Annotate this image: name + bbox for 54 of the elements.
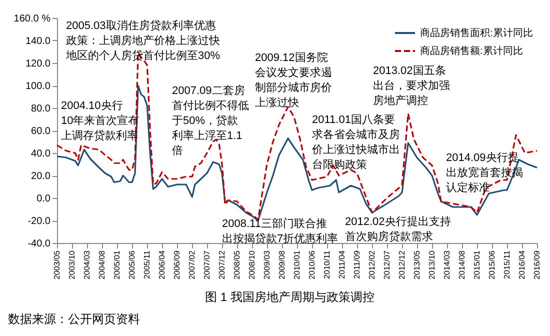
- x-tick-label: 2003/10: [68, 250, 77, 280]
- annotation: 2011.01国八条要求各省会城市及房价上涨过快城市出台限购政策: [311, 114, 400, 171]
- x-tick-label: 2015/01: [472, 250, 482, 280]
- x-tick-label: 2012/12: [398, 250, 407, 280]
- x-tick-label: 2008/10: [248, 250, 257, 280]
- x-tick-label: 2016/09: [532, 250, 542, 280]
- x-tick-label: 2007/12: [218, 250, 227, 280]
- x-tick-label: 2015/11: [502, 250, 512, 279]
- y-tick-label: 160.0 %: [14, 14, 51, 24]
- x-tick-label: 2016/04: [517, 250, 526, 280]
- x-tick-label: 2006/04: [158, 250, 167, 280]
- y-tick-label: 0.0: [36, 194, 51, 204]
- y-tick-label: 40.0: [31, 148, 51, 160]
- y-tick-label: 60.0: [31, 126, 51, 137]
- x-tick-label: 2014/03: [442, 250, 452, 280]
- x-tick-label: 2010/11: [322, 250, 332, 279]
- annotation: 2012.02央行提出支持首次购房贷款需求: [345, 215, 451, 243]
- x-tick-label: 2004/08: [98, 250, 107, 280]
- x-tick-label: 2009/08: [278, 250, 287, 280]
- x-tick-label: 2010/01: [292, 250, 302, 280]
- x-tick-label: 2014/08: [457, 250, 466, 280]
- source-note: 数据来源：公开网页资料: [8, 312, 140, 326]
- x-tick-label: 2007/02: [188, 250, 197, 280]
- x-tick-label: 2005/11: [142, 250, 152, 279]
- annotation: 2008.11三部门联合推出按揭贷款7折优惠利率: [222, 217, 338, 245]
- y-tick-label: -20.0: [28, 216, 51, 227]
- x-tick-label: 2015/06: [487, 250, 496, 280]
- annotation: 2009.12国务院会议发文要求遏制部分城市房价上涨过快: [255, 51, 332, 109]
- legend-label: 商品房销售额:累计同比: [420, 45, 523, 57]
- x-tick-label: 2009/03: [262, 250, 272, 280]
- caption: 图 1 我国房地产周期与政策调控: [205, 290, 374, 304]
- x-tick-label: 2012/02: [368, 250, 377, 280]
- x-tick-label: 2013/05: [412, 250, 422, 280]
- y-tick-label: 20.0: [31, 171, 51, 182]
- y-tick-label: 80.0: [31, 104, 51, 114]
- y-tick-label: 100.0: [25, 81, 51, 92]
- y-tick-label: -40.0: [28, 238, 51, 250]
- y-tick-label: 140.0: [25, 36, 51, 47]
- x-tick-label: 2007/07: [202, 250, 212, 280]
- x-tick-label: 2011/04: [337, 250, 346, 279]
- x-tick-label: 2006/09: [172, 250, 182, 280]
- y-tick-label: 120.0: [25, 58, 51, 70]
- x-tick-label: 2005/01: [112, 250, 122, 280]
- x-tick-label: 2012/07: [382, 250, 392, 280]
- x-tick-label: 2013/10: [427, 250, 436, 280]
- x-tick-label: 2005/06: [128, 250, 137, 280]
- x-tick-label: 2011/09: [352, 250, 362, 279]
- x-tick-label: 2010/06: [307, 250, 316, 280]
- x-tick-label: 2004/03: [82, 250, 92, 280]
- x-tick-label: 2003/05: [52, 250, 62, 280]
- annotation: 2007.09二套房首付比例不得低于50%，贷款利率上浮至1.1倍: [172, 84, 249, 157]
- legend-label: 商品房销售面积:累计同比: [420, 27, 533, 39]
- annotation: 2013.02国五条出台，要求加强房地产调控: [373, 65, 450, 107]
- x-tick-label: 2008/05: [232, 250, 242, 280]
